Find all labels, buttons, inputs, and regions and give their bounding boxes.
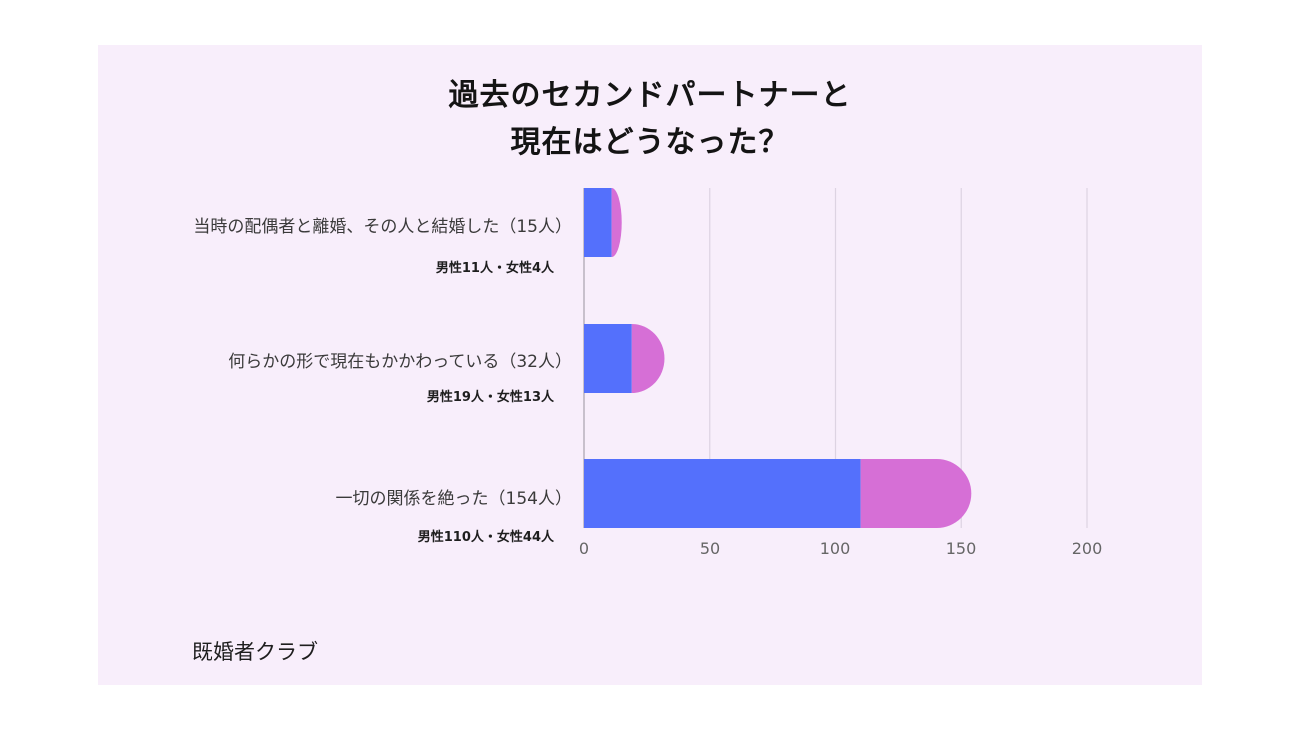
x-tick-label: 200 bbox=[1071, 539, 1103, 558]
x-tick-label: 150 bbox=[945, 539, 977, 558]
bar-segment bbox=[584, 324, 632, 393]
source-label: 既婚者クラブ bbox=[192, 640, 318, 664]
category-sublabel: 男性19人・女性13人 bbox=[426, 390, 554, 405]
category-label: 何らかの形で現在もかかわっている（32人） bbox=[228, 352, 572, 372]
category-label: 一切の関係を絶った（154人） bbox=[335, 489, 572, 509]
x-tick-label: 0 bbox=[578, 539, 590, 558]
bar-segment bbox=[631, 324, 665, 393]
chart-title-line-2: 現在はどうなった？ bbox=[510, 125, 790, 160]
bar-segment bbox=[860, 459, 972, 528]
category-sublabel: 男性11人・女性4人 bbox=[435, 261, 554, 276]
x-tick-label: 100 bbox=[819, 539, 851, 558]
bar-segment bbox=[584, 188, 612, 257]
category-sublabel: 男性110人・女性44人 bbox=[417, 530, 554, 545]
category-label: 当時の配偶者と離婚、その人と結婚した（15人） bbox=[193, 217, 572, 237]
bar-segment bbox=[611, 188, 622, 257]
bar-segment bbox=[584, 459, 861, 528]
chart-title-line-1: 過去のセカンドパートナーと bbox=[448, 78, 852, 113]
bars bbox=[584, 188, 972, 528]
x-tick-label: 50 bbox=[699, 539, 721, 558]
